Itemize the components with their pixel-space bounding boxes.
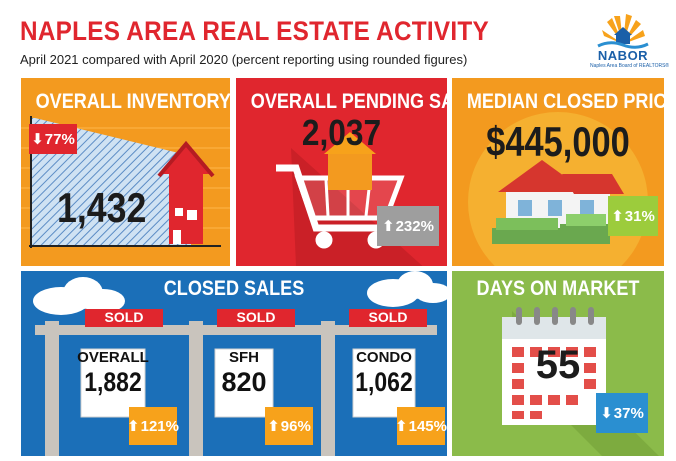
days-on-market-title: DAYS ON MARKET <box>476 277 640 300</box>
pending-panel: OVERALL PENDING SALES 2,037 ⬆232% <box>236 78 447 266</box>
overall-value: 1,882 <box>84 367 142 397</box>
calendar-icon <box>502 307 606 425</box>
inventory-value: 1,432 <box>57 184 147 231</box>
pending-change: 232% <box>395 217 434 235</box>
closed-sales-title: CLOSED SALES <box>163 277 305 300</box>
pending-title: OVERALL PENDING SALES <box>250 90 447 113</box>
house-with-money-icon <box>492 160 624 244</box>
sign-post-overall <box>35 321 185 456</box>
days-on-market-panel: DAYS ON MARKET 55 ⬇ 37% <box>452 271 664 456</box>
sfh-value: 820 <box>221 367 267 397</box>
median-price-value: $445,000 <box>486 118 630 165</box>
page-subtitle: April 2021 compared with April 2020 (per… <box>20 52 468 67</box>
median-price-panel: MEDIAN CLOSED PRICE $445,000 ⬆ 31% <box>452 78 664 266</box>
up-arrow-icon: ⬆ <box>395 418 408 435</box>
inventory-change-badge: ⬇ 77% <box>29 124 77 154</box>
logo-tagline: Naples Area Board of REALTORS® <box>590 63 670 69</box>
closed-sales-illustration <box>33 271 447 456</box>
sold-sign-sfh: SOLD <box>236 309 276 325</box>
down-arrow-icon: ⬇ <box>600 405 613 422</box>
pending-value: 2,037 <box>301 112 382 153</box>
condo-label: CONDO <box>356 349 412 366</box>
up-arrow-icon: ⬆ <box>611 208 624 225</box>
down-arrow-icon: ⬇ <box>31 131 44 148</box>
sfh-change: 96% <box>280 417 311 435</box>
condo-change: 145% <box>408 417 447 435</box>
median-price-illustration <box>468 112 648 266</box>
nabor-logo: NABOR Naples Area Board of REALTORS® <box>590 10 670 72</box>
sold-sign-condo: SOLD <box>368 309 408 325</box>
median-price-change: 31% <box>624 207 655 225</box>
cloud-icon <box>367 271 447 307</box>
shopping-cart-icon <box>276 164 405 249</box>
sfh-change-badge: ⬆ 96% <box>265 407 313 445</box>
pending-illustration <box>276 132 447 266</box>
cloud-icon <box>33 277 125 315</box>
days-on-market-change-badge: ⬇ 37% <box>596 393 648 433</box>
days-on-market-value: 55 <box>535 343 581 387</box>
closed-sales-panel: CLOSED SALES SOLD SOLD SOLD OVERALL 1,88… <box>21 271 447 456</box>
overall-change-badge: ⬆ 121% <box>127 407 179 445</box>
up-arrow-icon: ⬆ <box>267 418 280 435</box>
sold-sign-overall: SOLD <box>104 309 144 325</box>
median-price-title: MEDIAN CLOSED PRICE <box>466 90 664 113</box>
inventory-panel: OVERALL INVENTORY ⬇ 77% 1,432 <box>21 78 230 266</box>
logo-name: NABOR <box>597 48 649 63</box>
days-on-market-illustration <box>502 307 664 456</box>
page-title: NAPLES AREA REAL ESTATE ACTIVITY <box>20 16 490 46</box>
up-arrow-icon: ⬆ <box>127 418 140 435</box>
sign-post-sfh <box>173 321 313 456</box>
house-icon <box>157 140 215 244</box>
sign-post-condo <box>307 321 437 456</box>
sfh-label: SFH <box>229 349 259 366</box>
condo-change-badge: ⬆ 145% <box>395 407 447 445</box>
inventory-title: OVERALL INVENTORY <box>35 90 230 113</box>
sun-logo-icon <box>597 14 649 49</box>
pending-change-badge: ⬆ 232% <box>377 206 439 246</box>
up-arrow-icon: ⬆ <box>382 218 395 235</box>
condo-value: 1,062 <box>355 367 413 397</box>
median-price-change-badge: ⬆ 31% <box>608 196 658 236</box>
inventory-change: 77% <box>44 130 75 148</box>
overall-label: OVERALL <box>77 349 149 366</box>
days-on-market-change: 37% <box>613 404 644 422</box>
overall-change: 121% <box>140 417 179 435</box>
